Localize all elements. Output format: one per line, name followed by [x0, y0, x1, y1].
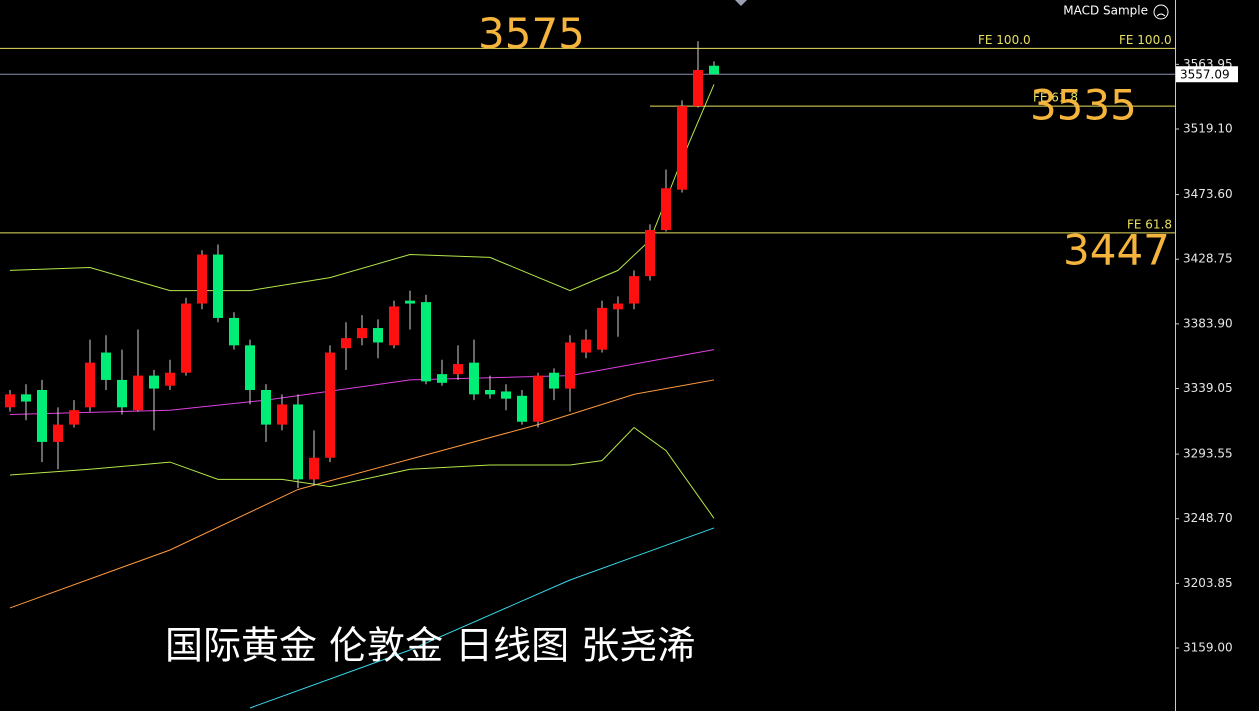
candle-body: [533, 375, 543, 422]
current-price-label: 3557.09: [1180, 68, 1230, 82]
candle-body: [181, 303, 191, 373]
candle-body: [485, 390, 495, 395]
candle-body: [453, 364, 463, 375]
candle-body: [469, 362, 479, 395]
candle-body: [597, 307, 607, 350]
candle-body: [309, 457, 319, 480]
y-tick-label: 3159.00: [1183, 641, 1233, 655]
candle-body: [197, 254, 207, 304]
y-tick-label: 3339.05: [1183, 381, 1233, 395]
candle-body: [245, 345, 255, 391]
candle-body: [565, 342, 575, 389]
level-annotation: 3535: [1030, 81, 1137, 130]
candle-body: [37, 390, 47, 442]
level-annotation: 3575: [478, 9, 585, 58]
indicator-line: [9, 426, 715, 519]
candle-body: [117, 379, 127, 408]
candle-body: [437, 374, 447, 383]
y-tick-label: 3473.60: [1183, 187, 1233, 201]
candle-body: [53, 424, 63, 442]
indicator-line: [249, 527, 715, 709]
candle-body: [613, 303, 623, 310]
candle-body: [133, 375, 143, 411]
y-tick-label: 3293.55: [1183, 447, 1233, 461]
smiley: [1153, 4, 1169, 20]
candle-body: [373, 328, 383, 343]
candle-body: [261, 390, 271, 425]
chart-title: 国际黄金 伦敦金 日线图 张尧浠: [165, 624, 695, 668]
indicator-line: [9, 379, 715, 609]
scroll-marker: [735, 0, 747, 6]
candle-body: [645, 230, 655, 277]
y-tick-label: 3383.90: [1183, 316, 1233, 330]
candle-body: [661, 188, 671, 231]
y-tick-label: 3428.75: [1183, 252, 1233, 266]
indicator-line: [9, 84, 715, 292]
candle-body: [5, 394, 15, 408]
candle-body: [405, 300, 415, 304]
fibo-label: FE 61.8: [1033, 91, 1078, 105]
y-tick-label: 3203.85: [1183, 576, 1233, 590]
fibo-label: FE 100.0: [1119, 33, 1172, 47]
candle-body: [149, 375, 159, 389]
candle-body: [85, 362, 95, 408]
candle-body: [677, 106, 687, 190]
candle-body: [165, 372, 175, 386]
y-tick-label: 3519.10: [1183, 121, 1233, 135]
candle-body: [213, 254, 223, 318]
candle-body: [421, 302, 431, 382]
indicator-line: [9, 349, 715, 416]
candle-body: [101, 352, 111, 380]
candle-body: [549, 372, 559, 389]
current-price-box: [1176, 66, 1238, 83]
fibo-label: FE 61.8: [1127, 217, 1172, 231]
candle-body: [709, 65, 719, 75]
candle-body: [581, 339, 591, 353]
candle-body: [693, 70, 703, 107]
candle-body: [357, 328, 367, 339]
indicator-name: MACD Sample: [1063, 4, 1148, 18]
candle-body: [293, 404, 303, 480]
candle-body: [389, 306, 399, 346]
candle-body: [517, 395, 527, 422]
candle-body: [21, 394, 31, 402]
candle-body: [325, 352, 335, 458]
y-tick-label: 3248.70: [1183, 511, 1233, 525]
candle-body: [341, 338, 351, 349]
candle-body: [629, 276, 639, 304]
fibo-label: FE 100.0: [978, 33, 1031, 47]
candle-body: [501, 391, 511, 399]
level-annotation: 3447: [1063, 225, 1170, 274]
candle-body: [69, 410, 79, 425]
candle-body: [229, 317, 239, 346]
candle-body: [277, 404, 287, 425]
